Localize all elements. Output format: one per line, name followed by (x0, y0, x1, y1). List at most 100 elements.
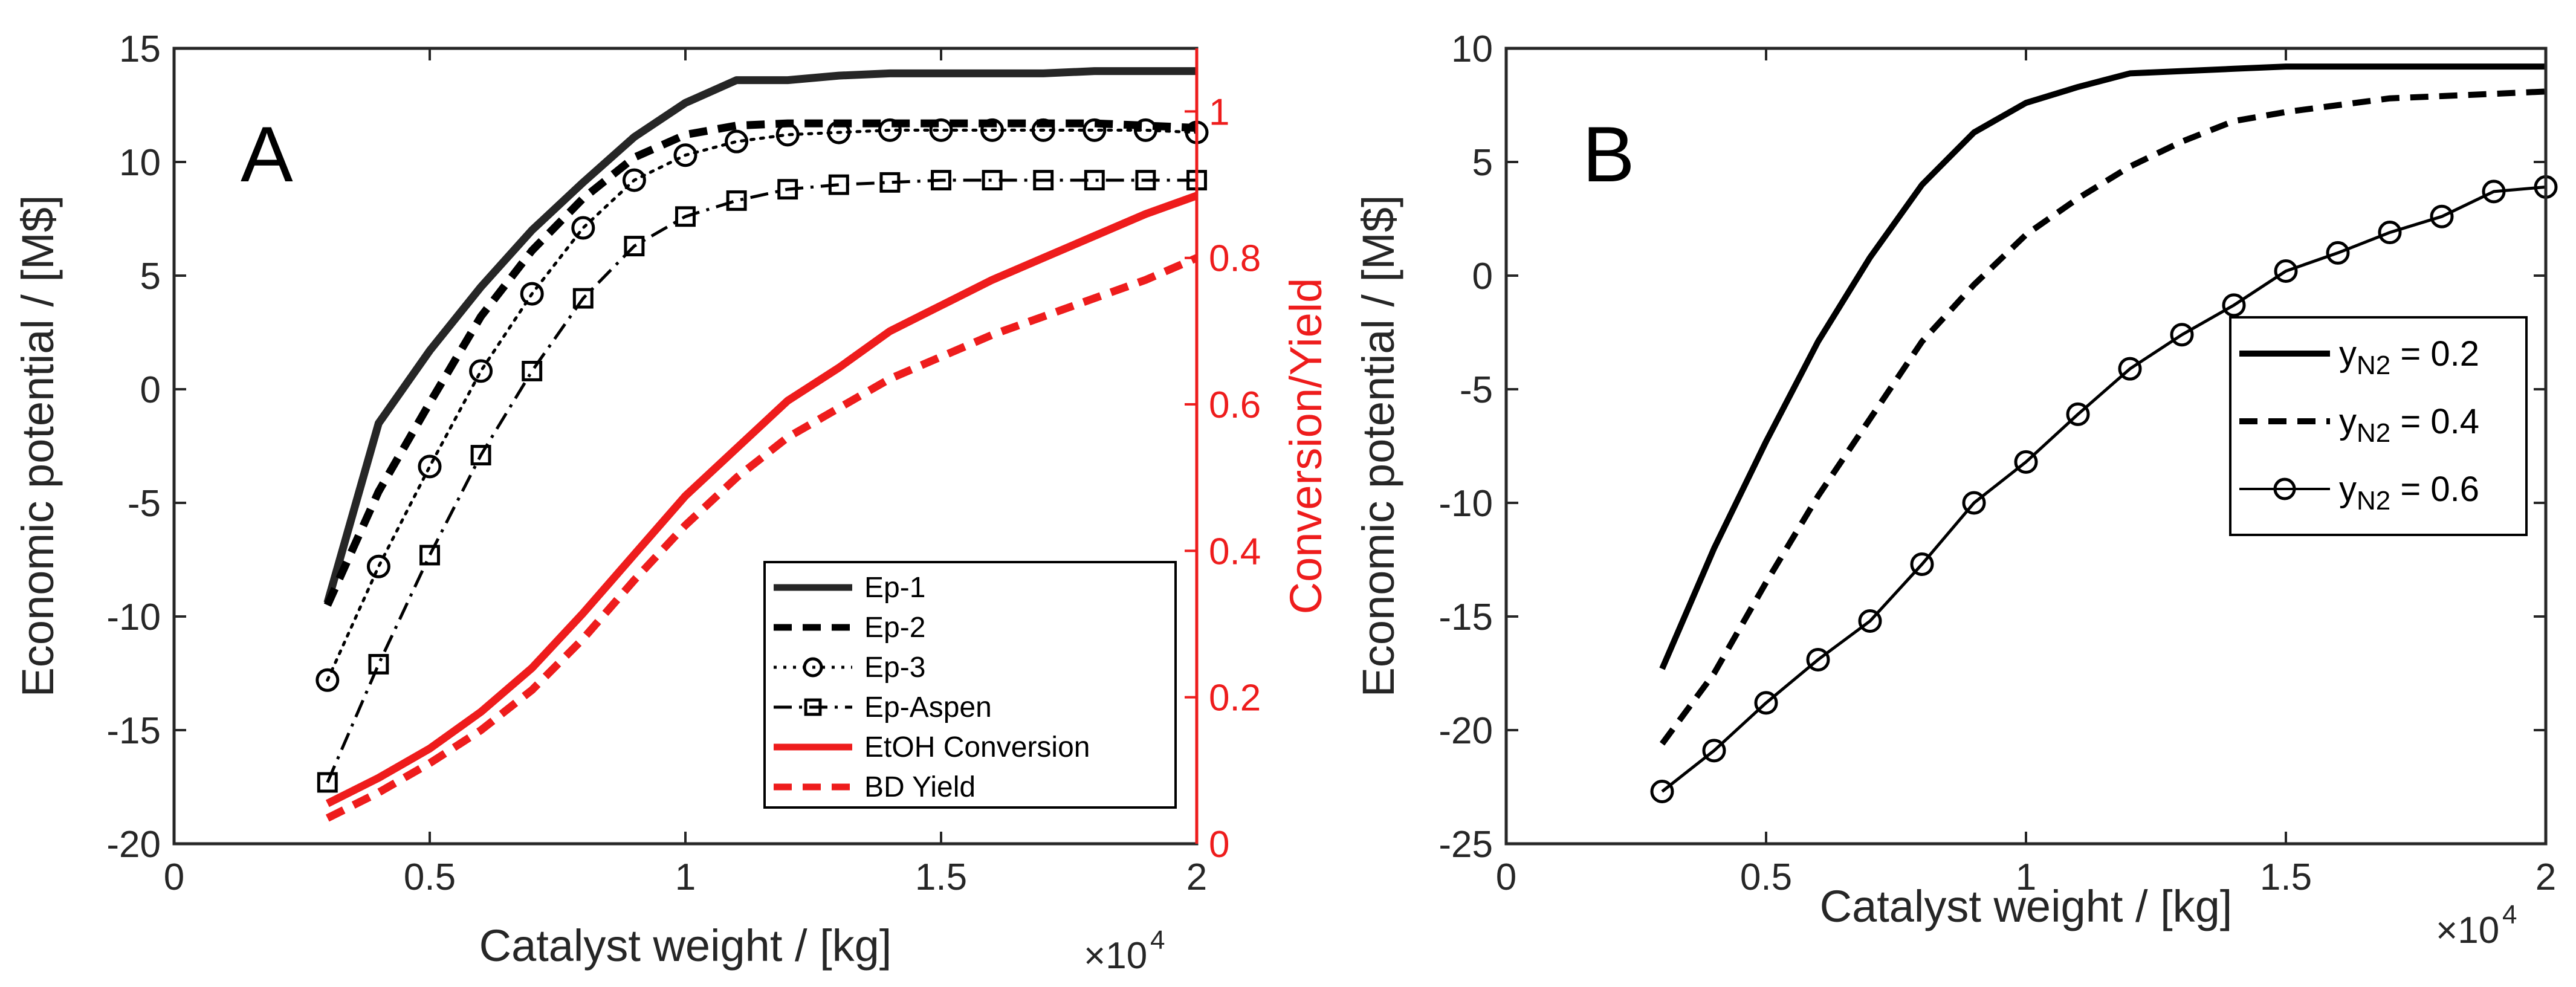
chart-a-series-3-point (572, 288, 594, 309)
chart-a-xtick-label: 0.5 (404, 856, 456, 898)
chart-a-series-3-point (624, 236, 645, 257)
chart-a-y2label: Conversion/Yield (1281, 278, 1331, 615)
chart-b-frame (1504, 47, 2548, 846)
legend-b-label-2: yN2 = 0.6 (2339, 470, 2479, 516)
legend-b-label-value: = 0.2 (2390, 334, 2479, 374)
chart-a-series (316, 67, 1209, 822)
chart-a-series-2-point (418, 455, 442, 479)
chart-a-series-3-point (879, 172, 901, 193)
chart-a: 0 0.5 1 1.5 2 -20 -15 -10 -5 0 5 10 15 0 0.2 0.4 0.6 0.8 1… (13, 28, 1331, 977)
chart-a-series-0-line (323, 67, 1197, 604)
chart-a-series-2-point (366, 554, 390, 578)
chart-a-series-3-point (777, 179, 798, 200)
chart-a-series-3-point (1084, 170, 1105, 191)
chart-b-ylabel: Economic potential / [M$] (1353, 195, 1403, 697)
chart-b-series (1650, 63, 2558, 804)
chart-a-series-3-point (982, 170, 1003, 191)
chart-a-xtick-label: 1 (675, 856, 696, 898)
legend-b-marker-2 (2273, 477, 2296, 500)
chart-a-ytick-label: 5 (140, 256, 161, 297)
chart-a-series-3-point (1135, 170, 1156, 191)
chart-b-series-2-point (2066, 402, 2090, 426)
chart-a-series-2-line (326, 128, 1199, 682)
chart-a-ytick-label: -15 (106, 710, 161, 752)
chart-b-ytick-label: -15 (1438, 597, 1493, 638)
chart-a-series-2-point (1031, 118, 1055, 142)
chart-a-series-2-point (929, 118, 953, 142)
chart-b-ytick-label: 10 (1451, 28, 1493, 70)
chart-a-series-3-point (675, 206, 696, 227)
legend-a-label-3: Ep-Aspen (864, 691, 992, 723)
chart-a-x-exponent: ×10 4 (1084, 925, 1165, 977)
chart-a-panel-label: A (241, 110, 293, 198)
chart-a-series-3-point (419, 545, 440, 566)
legend-a-label-2: Ep-3 (864, 652, 925, 684)
chart-a-x-exponent-base: ×10 (1084, 935, 1147, 977)
chart-a-ytick-label: -5 (128, 483, 161, 525)
chart-b-ytick-label: 0 (1472, 256, 1493, 297)
chart-a-series-3-point (522, 360, 543, 381)
chart-b-series-2-point (1910, 552, 1934, 577)
legend-b-label-value: = 0.6 (2390, 470, 2479, 509)
chart-b-tick-labels: 0 0.5 1 1.5 2 -25 -20 -15 -10 -5 0 5 10 (1438, 28, 2556, 898)
chart-a-series-2-point (775, 123, 800, 147)
legend-b-label-sub: N2 (2357, 486, 2390, 516)
chart-a-xtick-label: 1.5 (915, 856, 967, 898)
chart-a-ytick-label: -20 (106, 824, 161, 866)
chart-b-ytick-label: -10 (1438, 483, 1493, 525)
chart-a-series-3-point (726, 190, 747, 211)
legend-a-marker-3 (804, 698, 822, 716)
chart-a-xtick-label: 2 (1186, 856, 1207, 898)
chart-a-series-3-point (368, 654, 389, 675)
chart-b-ytick-label: -20 (1438, 710, 1493, 752)
chart-a-x-exponent-power: 4 (1150, 925, 1165, 955)
legend-b-label-sub: N2 (2357, 351, 2390, 380)
chart-a-series-2-point (1133, 118, 1157, 142)
chart-b-series-2-point (2222, 293, 2246, 317)
legend-a-label-5: BD Yield (864, 771, 976, 803)
chart-a-series-4-line (325, 192, 1199, 807)
chart-a-y2tick-label: 0.4 (1209, 531, 1261, 572)
chart-a-series-3-point (828, 174, 849, 195)
chart-b-xtick-label: 0 (1496, 856, 1516, 898)
legend-b-label-var: y (2339, 470, 2357, 509)
chart-b-panel-label: B (1582, 110, 1635, 198)
chart-a-series-2-point (571, 216, 595, 240)
chart-a-xlabel: Catalyst weight / [kg] (479, 921, 892, 971)
chart-b-series-2-point (1702, 739, 1726, 763)
chart-a-series-2-point (622, 168, 646, 192)
chart-a-ylabel: Economic potential / [M$] (13, 195, 63, 697)
chart-b-series-2-point (1858, 609, 1882, 633)
chart-a-y2tick-label: 0.2 (1209, 678, 1261, 719)
chart-a-tick-labels: 0 0.5 1 1.5 2 -20 -15 -10 -5 0 5 10 15 0 0.2 0.4 0.6 0.8 1 (106, 28, 1261, 898)
chart-b-x-exponent-base: ×10 (2436, 910, 2499, 951)
chart-b-series-1-line (1659, 88, 2546, 746)
chart-a-y2tick-label: 1 (1209, 91, 1229, 133)
chart-b-x-exponent: ×10 4 (2436, 900, 2517, 951)
chart-a-ytick-label: 15 (119, 28, 161, 70)
chart-b-ytick-label: -25 (1438, 824, 1493, 866)
legend-a-label-4: EtOH Conversion (864, 731, 1090, 763)
chart-b-x-exponent-power: 4 (2502, 900, 2517, 930)
chart-b-series-2-point (1962, 491, 1986, 515)
chart-a-series-2-point (316, 668, 340, 692)
chart-a-legend: Ep-1 Ep-2 Ep-3 Ep-Aspen EtOH Conversion BD Yi… (763, 561, 1177, 809)
chart-a-series-3-point (317, 772, 338, 793)
legend-a-label-1: Ep-2 (864, 612, 925, 644)
legend-b-label-var: y (2339, 402, 2357, 441)
chart-b: 0 0.5 1 1.5 2 -25 -20 -15 -10 -5 0 5 10 B Catalyst w… (1353, 28, 2558, 951)
chart-b-series-2-point (2170, 323, 2194, 347)
chart-b-ytick-label: 5 (1472, 142, 1493, 184)
chart-b-series-2-point (2482, 180, 2506, 204)
chart-b-ytick-label: -5 (1460, 369, 1493, 411)
chart-b-xtick-label: 2 (2536, 856, 2556, 898)
chart-a-ytick-label: 10 (119, 142, 161, 184)
chart-a-ytick-label: 0 (140, 369, 161, 411)
chart-b-series-2-point (2118, 357, 2142, 381)
chart-a-series-3-point (470, 445, 491, 465)
chart-b-series-2-point (1806, 647, 1830, 671)
legend-a-marker-2 (803, 657, 823, 678)
chart-a-series-3-point (931, 170, 951, 191)
chart-a-y2tick-label: 0.6 (1209, 384, 1261, 426)
